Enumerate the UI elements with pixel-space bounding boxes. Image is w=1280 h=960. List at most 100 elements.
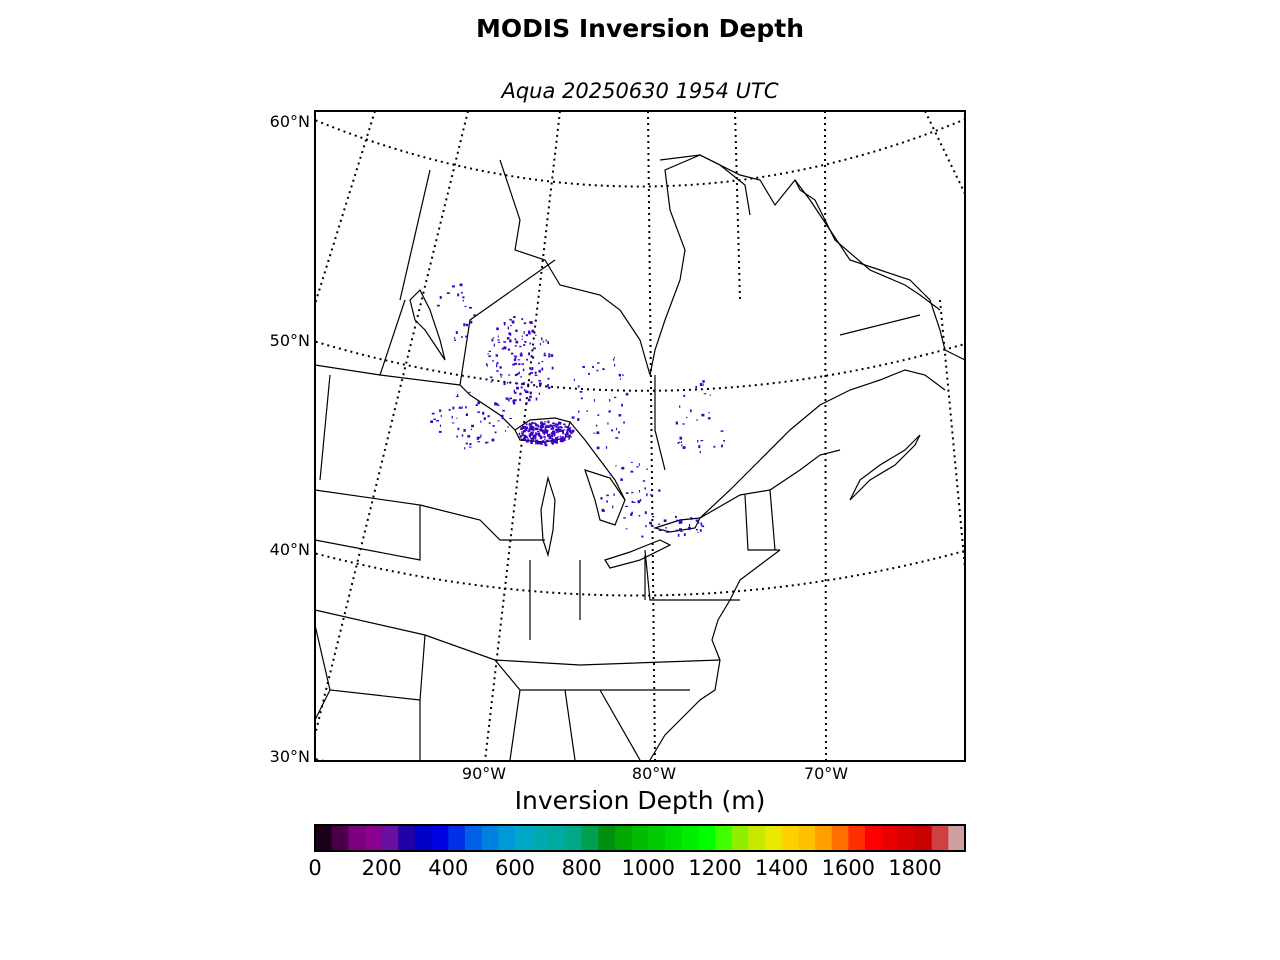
inversion-pixel — [501, 417, 504, 420]
inversion-pixel — [525, 423, 528, 425]
province-boundary-ab-sk — [399, 169, 431, 301]
boundaries — [315, 154, 965, 761]
inversion-pixel — [460, 292, 463, 294]
colorbar-segment — [698, 825, 716, 851]
inversion-pixel — [477, 411, 481, 413]
inversion-pixel — [530, 437, 532, 440]
atlantic-coast — [649, 549, 781, 761]
colorbar-segment — [715, 825, 733, 851]
inversion-pixel — [548, 356, 551, 358]
colorbar-tick-1800: 1800 — [888, 856, 942, 880]
inversion-pixel — [509, 341, 511, 343]
inversion-pixel — [503, 382, 506, 385]
inversion-pixel — [496, 370, 499, 372]
inversion-pixel — [676, 519, 678, 521]
inversion-pixel — [569, 427, 572, 429]
inversion-pixel — [721, 444, 723, 448]
inversion-pixel — [495, 354, 498, 357]
inversion-pixel — [531, 329, 535, 333]
inversion-pixel — [505, 397, 509, 400]
inversion-pixel — [470, 428, 472, 430]
inversion-pixel — [649, 494, 653, 496]
inversion-pixel — [612, 505, 614, 509]
inversion-pixel — [621, 374, 624, 376]
inversion-pixel — [526, 440, 529, 443]
inversion-pixel — [559, 426, 563, 428]
inversion-pixel — [517, 359, 521, 361]
inversion-pixel — [580, 397, 583, 400]
inversion-pixel — [516, 372, 519, 376]
inversion-pixel — [497, 420, 500, 422]
inversion-pixel — [514, 362, 518, 365]
inversion-pixel — [644, 511, 647, 515]
inversion-pixel — [690, 409, 692, 413]
inversion-pixel — [487, 415, 490, 418]
inversion-pixel — [451, 422, 455, 424]
inversion-pixel — [554, 425, 556, 427]
inversion-pixel — [537, 432, 541, 436]
inversion-pixel — [439, 409, 442, 412]
inversion-pixel — [593, 432, 596, 434]
inversion-pixel — [461, 434, 464, 437]
inversion-pixel — [637, 500, 640, 504]
inversion-pixel — [707, 417, 711, 420]
inversion-pixel — [638, 515, 641, 517]
inversion-pixel — [525, 341, 527, 344]
inversion-pixel — [462, 296, 465, 299]
inversion-pixel — [597, 414, 600, 416]
inversion-pixel — [579, 391, 583, 393]
inversion-pixel — [520, 386, 523, 389]
inversion-pixel — [550, 354, 554, 357]
colorbar-segment — [365, 825, 383, 851]
inversion-pixel — [621, 403, 623, 407]
inversion-pixel — [541, 337, 543, 341]
inversion-pixel — [501, 414, 504, 418]
inversion-pixel — [483, 417, 486, 420]
inversion-pixel — [642, 480, 646, 482]
inversion-pixel — [650, 524, 654, 527]
inversion-pixel — [522, 382, 525, 386]
inversion-pixel — [439, 296, 442, 299]
inversion-pixel — [534, 436, 537, 439]
inversion-pixel — [573, 378, 575, 381]
inversion-pixel — [438, 430, 442, 433]
colorbar-segment — [515, 825, 533, 851]
inversion-pixel — [533, 426, 535, 428]
inversion-pixel — [503, 322, 506, 324]
inversion-pixel — [521, 335, 523, 337]
inversion-pixel — [683, 533, 686, 537]
inversion-pixel — [507, 348, 511, 351]
inversion-pixel — [568, 430, 572, 433]
colorbar-tick-800: 800 — [561, 856, 602, 880]
inversion-pixel — [462, 299, 464, 302]
inversion-pixel — [588, 372, 590, 375]
inversion-pixel — [496, 362, 499, 365]
inversion-pixel — [528, 428, 531, 430]
inversion-pixel — [708, 412, 710, 414]
inversion-pixel — [480, 434, 482, 438]
inversion-pixel — [523, 331, 525, 335]
inversion-pixel — [477, 436, 481, 439]
inversion-pixel — [491, 438, 495, 442]
inversion-pixel — [501, 347, 504, 350]
inversion-pixel — [531, 426, 534, 428]
inversion-pixel — [527, 398, 531, 402]
inversion-pixel — [644, 487, 646, 490]
st-lawrence — [699, 369, 946, 519]
inversion-pixel — [723, 440, 725, 442]
colorbar-segment — [798, 825, 816, 851]
inversion-pixel — [467, 435, 471, 438]
inversion-pixel — [499, 373, 501, 375]
inversion-pixel — [557, 423, 559, 427]
inversion-pixel — [615, 465, 617, 467]
inversion-pixel — [596, 369, 599, 372]
inversion-pixel — [532, 437, 535, 440]
inversion-pixel — [528, 352, 531, 356]
inversion-pixel — [646, 493, 648, 497]
inversion-pixel — [530, 321, 533, 324]
inversion-pixel — [437, 304, 440, 307]
inversion-pixel — [614, 364, 616, 367]
inversion-pixel — [519, 398, 521, 402]
inversion-pixel — [465, 335, 468, 338]
inversion-pixel — [552, 425, 554, 428]
